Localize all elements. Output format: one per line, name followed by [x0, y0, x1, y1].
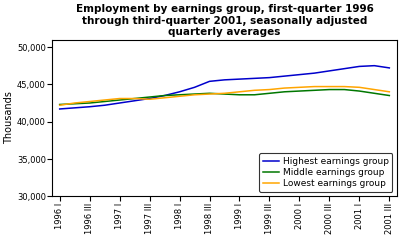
Middle earnings group: [57, 103, 62, 106]
Lowest earnings group: [102, 99, 107, 101]
Lowest earnings group: [222, 92, 227, 95]
Lowest earnings group: [357, 86, 362, 89]
Lowest earnings group: [237, 90, 242, 93]
Lowest earnings group: [162, 96, 167, 99]
Lowest earnings group: [267, 88, 272, 91]
Lowest earnings group: [312, 85, 317, 88]
Highest earnings group: [222, 79, 227, 81]
Highest earnings group: [372, 64, 377, 67]
Highest earnings group: [357, 65, 362, 68]
Lowest earnings group: [342, 85, 347, 88]
Highest earnings group: [267, 76, 272, 79]
Highest earnings group: [102, 104, 107, 107]
Middle earnings group: [192, 93, 197, 95]
Lowest earnings group: [282, 87, 287, 89]
Middle earnings group: [237, 93, 242, 96]
Middle earnings group: [312, 89, 317, 92]
Lowest earnings group: [132, 97, 137, 100]
Middle earnings group: [252, 93, 257, 96]
Highest earnings group: [177, 90, 182, 93]
Lowest earnings group: [327, 85, 332, 88]
Highest earnings group: [147, 97, 152, 100]
Highest earnings group: [117, 102, 122, 104]
Middle earnings group: [162, 94, 167, 97]
Middle earnings group: [222, 93, 227, 95]
Middle earnings group: [207, 92, 212, 95]
Lowest earnings group: [192, 93, 197, 96]
Lowest earnings group: [297, 86, 302, 89]
Middle earnings group: [297, 90, 302, 93]
Middle earnings group: [327, 88, 332, 91]
Middle earnings group: [177, 93, 182, 96]
Highest earnings group: [132, 99, 137, 102]
Middle earnings group: [342, 88, 347, 91]
Lowest earnings group: [252, 89, 257, 92]
Middle earnings group: [147, 96, 152, 99]
Highest earnings group: [297, 73, 302, 76]
Highest earnings group: [342, 67, 347, 70]
Lowest earnings group: [147, 98, 152, 101]
Middle earnings group: [117, 99, 122, 101]
Highest earnings group: [162, 94, 167, 97]
Y-axis label: Thousands: Thousands: [4, 91, 14, 144]
Line: Lowest earnings group: Lowest earnings group: [60, 87, 389, 105]
Highest earnings group: [207, 80, 212, 83]
Middle earnings group: [267, 92, 272, 95]
Highest earnings group: [87, 105, 92, 108]
Lowest earnings group: [207, 93, 212, 95]
Title: Employment by earnings group, first-quarter 1996
through third-quarter 2001, sea: Employment by earnings group, first-quar…: [75, 4, 373, 37]
Middle earnings group: [102, 100, 107, 103]
Lowest earnings group: [372, 88, 377, 91]
Highest earnings group: [327, 69, 332, 72]
Highest earnings group: [192, 86, 197, 89]
Lowest earnings group: [72, 102, 77, 104]
Lowest earnings group: [117, 97, 122, 100]
Middle earnings group: [372, 92, 377, 95]
Line: Highest earnings group: Highest earnings group: [60, 66, 389, 109]
Highest earnings group: [72, 106, 77, 109]
Lowest earnings group: [387, 90, 392, 93]
Highest earnings group: [282, 75, 287, 78]
Highest earnings group: [252, 77, 257, 80]
Middle earnings group: [87, 102, 92, 104]
Highest earnings group: [237, 78, 242, 80]
Lowest earnings group: [87, 100, 92, 103]
Lowest earnings group: [177, 95, 182, 98]
Highest earnings group: [57, 108, 62, 110]
Lowest earnings group: [57, 104, 62, 107]
Middle earnings group: [132, 97, 137, 100]
Legend: Highest earnings group, Middle earnings group, Lowest earnings group: Highest earnings group, Middle earnings …: [259, 153, 392, 192]
Highest earnings group: [387, 66, 392, 69]
Middle earnings group: [282, 90, 287, 93]
Line: Middle earnings group: Middle earnings group: [60, 89, 389, 104]
Middle earnings group: [387, 94, 392, 97]
Middle earnings group: [357, 90, 362, 93]
Highest earnings group: [312, 72, 317, 74]
Middle earnings group: [72, 102, 77, 105]
